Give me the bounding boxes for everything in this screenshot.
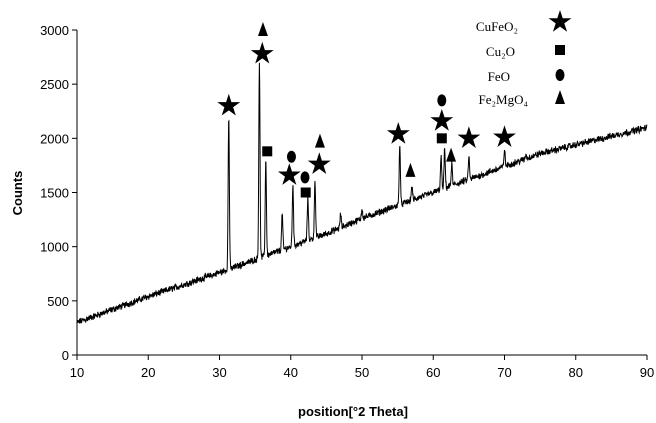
triangle-marker — [555, 90, 565, 104]
star-marker — [307, 152, 331, 174]
triangle-marker — [314, 133, 325, 148]
x-axis-title: position[°2 Theta] — [298, 404, 408, 419]
y-tick-label: 2500 — [40, 77, 69, 92]
star-marker — [277, 163, 301, 185]
y-tick-label: 3000 — [40, 23, 69, 38]
triangle-marker — [257, 22, 268, 36]
y-tick-label: 500 — [47, 294, 69, 309]
diffraction-spectrum — [76, 62, 648, 324]
x-tick-label: 30 — [212, 365, 226, 380]
x-tick-label: 70 — [497, 365, 511, 380]
star-marker — [493, 125, 516, 147]
star-marker — [250, 41, 274, 64]
legend: CuFeO₂ Cu₂O FeO Fe₂MgO₄ — [476, 10, 572, 107]
x-axis-ticks: 10 20 30 40 50 60 70 80 90 — [70, 355, 654, 380]
circle-marker — [437, 94, 447, 107]
legend-markers — [548, 10, 572, 104]
star-marker — [386, 122, 410, 144]
legend-label-feo: FeO — [488, 69, 510, 84]
triangle-marker — [446, 147, 457, 162]
triangle-marker — [405, 162, 416, 177]
x-tick-label: 90 — [640, 365, 654, 380]
peak-markers — [217, 22, 516, 198]
circle-marker — [555, 69, 565, 81]
square-marker — [436, 133, 447, 144]
legend-label-cu2o: Cu₂O — [486, 44, 515, 59]
y-tick-label: 0 — [62, 348, 69, 363]
x-tick-label: 50 — [355, 365, 369, 380]
x-tick-label: 40 — [284, 365, 298, 380]
star-marker — [217, 93, 241, 116]
legend-label-fe2mgo4: Fe₂MgO₄ — [478, 92, 528, 107]
y-tick-label: 1500 — [40, 186, 69, 201]
spectrum-line — [76, 62, 648, 324]
legend-label-cufeo2: CuFeO₂ — [476, 19, 518, 34]
y-tick-label: 2000 — [40, 131, 69, 146]
square-marker — [555, 45, 565, 55]
square-marker — [300, 187, 311, 198]
y-axis-ticks: 0 500 1000 1500 2000 2500 3000 — [40, 23, 77, 363]
star-marker — [430, 109, 454, 131]
y-axis-title: Counts — [10, 171, 25, 216]
x-tick-label: 80 — [569, 365, 583, 380]
y-tick-label: 1000 — [40, 240, 69, 255]
circle-marker — [300, 171, 310, 184]
star-marker — [548, 10, 572, 32]
x-tick-label: 60 — [426, 365, 440, 380]
x-tick-label: 10 — [70, 365, 84, 380]
square-marker — [262, 146, 273, 157]
x-tick-label: 20 — [141, 365, 155, 380]
star-marker — [457, 126, 481, 148]
circle-marker — [286, 150, 296, 163]
